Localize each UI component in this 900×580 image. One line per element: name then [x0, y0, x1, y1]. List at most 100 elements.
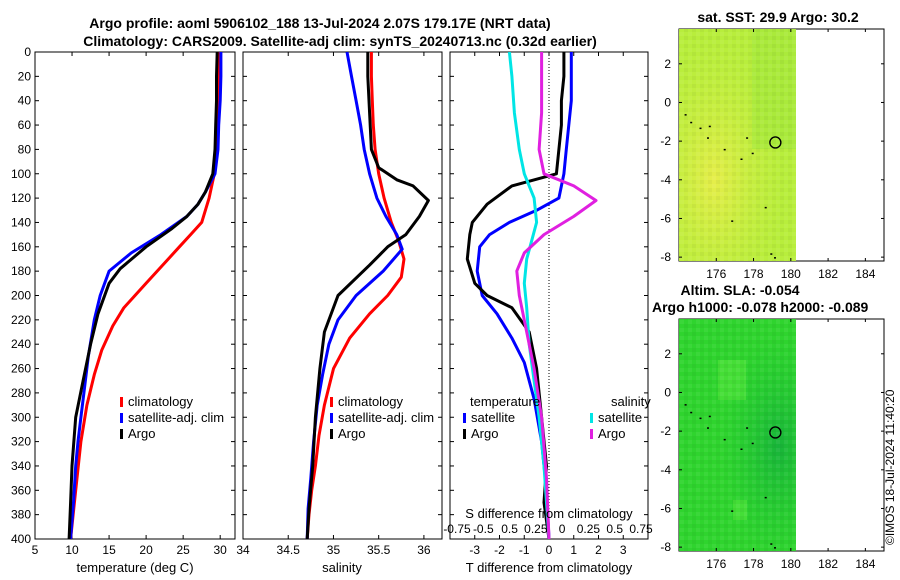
- depth-tick-label: 180: [11, 264, 31, 278]
- map-y-tick-label: -4: [660, 173, 671, 187]
- imos-timestamp: ©IMOS 18-Jul-2024 11:40:20: [883, 389, 897, 545]
- argo-location-marker: [769, 426, 782, 439]
- top-tick-label: 0.5: [501, 522, 518, 536]
- temperature-xlabel: temperature (deg C): [76, 560, 193, 575]
- difference-panel: -3 -2 -1 0 1 2 3 T difference from climatology…: [443, 51, 653, 575]
- island-mark: [740, 448, 743, 450]
- x-tick-label: 15: [102, 543, 116, 557]
- island-mark: [764, 496, 767, 499]
- depth-tick-label: 80: [18, 142, 32, 156]
- island-mark: [699, 127, 702, 130]
- map-x-tick-label: 178: [744, 267, 764, 281]
- difference-xlabel: T difference from climatology: [466, 560, 633, 575]
- depth-tick-label: 300: [11, 410, 31, 424]
- map-x-tick-label: 182: [818, 557, 838, 571]
- x-tick-label: -2: [494, 543, 505, 557]
- map-y-tick-label: -8: [660, 540, 671, 554]
- map-x-tick-label: 182: [818, 267, 838, 281]
- argo-location-marker: [769, 136, 782, 149]
- map-y-tick-label: -6: [660, 501, 671, 515]
- temperature-series: [67, 52, 223, 539]
- series-line-argo: [67, 52, 219, 539]
- island-mark: [731, 510, 734, 512]
- difference-legend: temperature salinity satellite Argo sate…: [463, 394, 651, 441]
- top-tick-label: 0.75: [629, 522, 653, 536]
- legend-marker-argo: [120, 429, 123, 439]
- depth-tick-label: 200: [11, 289, 31, 303]
- island-mark: [699, 417, 702, 420]
- x-tick-label: 3: [620, 543, 627, 557]
- x-tick-label: 10: [65, 543, 79, 557]
- island-mark: [684, 404, 687, 406]
- x-tick-label: 35: [327, 543, 341, 557]
- sla-coastline: [684, 404, 776, 549]
- x-tick-label: 2: [595, 543, 602, 557]
- depth-tick-label: 340: [11, 459, 31, 473]
- island-mark: [690, 121, 693, 124]
- x-tick-label: 5: [32, 543, 39, 557]
- island-mark: [707, 427, 709, 429]
- island-mark: [746, 137, 749, 139]
- x-tick-label: 36: [417, 543, 431, 557]
- title-line-2: Climatology: CARS2009. Satellite-adj cli…: [83, 33, 597, 49]
- series-line-climatology: [305, 52, 406, 539]
- sla-field-texture: [679, 319, 796, 551]
- map-y-tick-label: -8: [660, 250, 671, 264]
- salinity-x-ticks: 34 34.5 35 35.5 36: [236, 52, 431, 557]
- legend-marker-satellite: [330, 413, 333, 423]
- top-tick-label: -0.75: [443, 522, 471, 536]
- map-x-tick-label: 180: [781, 557, 801, 571]
- legend-label-temperature-satellite: satellite: [471, 410, 515, 425]
- island-mark: [746, 427, 749, 429]
- sst-y-ticks: 2 0 -2 -4 -6 -8: [660, 57, 884, 264]
- salinity-panel: 34 34.5 35 35.5 36 salinity climatology sate…: [236, 51, 443, 575]
- depth-tick-label: 160: [11, 240, 31, 254]
- depth-tick-label: 20: [18, 69, 32, 83]
- depth-tick-label: 0: [24, 45, 31, 59]
- x-tick-label: 34.5: [277, 543, 301, 557]
- map-y-tick-label: -6: [660, 211, 671, 225]
- sla-x-ticks: 176 178 180 182 184: [706, 319, 876, 571]
- depth-tick-label: 280: [11, 386, 31, 400]
- top-tick-label: 0.25: [524, 522, 548, 536]
- legend-header-temperature: temperature: [470, 394, 540, 409]
- x-tick-label: -3: [469, 543, 480, 557]
- x-tick-label: 30: [214, 543, 228, 557]
- legend-marker-argo: [330, 429, 333, 439]
- title-line-1: Argo profile: aoml 5906102_188 13-Jul-20…: [89, 15, 550, 31]
- sst-x-ticks: 176 178 180 182 184: [706, 29, 876, 281]
- depth-ticks: 0 20 40 60 80 100 120 140 160 180 200 220 240 260 280 3…: [11, 45, 235, 546]
- top-tick-label: -0.5: [473, 522, 494, 536]
- series-line-temperature-satellite: [475, 52, 573, 539]
- series-line-salinity-argo: [515, 52, 598, 539]
- legend-marker-satellite: [120, 413, 123, 423]
- depth-tick-label: 40: [18, 94, 32, 108]
- map-y-tick-label: 0: [664, 95, 671, 109]
- depth-tick-label: 140: [11, 215, 31, 229]
- series-line-argo: [305, 52, 430, 539]
- map-y-tick-label: 2: [664, 347, 671, 361]
- island-mark: [774, 547, 776, 549]
- map-x-tick-label: 180: [781, 267, 801, 281]
- map-y-tick-label: -2: [660, 134, 671, 148]
- depth-tick-label: 380: [11, 508, 31, 522]
- top-tick-label: 0.5: [606, 522, 623, 536]
- difference-series: [465, 52, 598, 539]
- legend-label-salinity-satellite: satellite: [598, 410, 642, 425]
- legend-label-salinity-argo: Argo: [598, 426, 625, 441]
- sla-map: Altim. SLA: -0.054 Argo h1000: -0.078 h2…: [652, 282, 885, 571]
- map-x-tick-label: 176: [706, 557, 726, 571]
- sst-map: sat. SST: 29.9 Argo: 30.2 176 178 180 182 18…: [660, 9, 885, 281]
- difference-y-ticks: [450, 51, 648, 540]
- depth-tick-label: 120: [11, 191, 31, 205]
- island-mark: [770, 253, 773, 255]
- legend-marker-temperature-argo: [463, 429, 466, 439]
- island-mark: [708, 125, 711, 128]
- map-y-tick-label: -2: [660, 424, 671, 438]
- map-x-tick-label: 184: [855, 557, 875, 571]
- island-mark: [764, 206, 767, 209]
- depth-tick-label: 260: [11, 362, 31, 376]
- legend-label-climatology: climatology: [338, 394, 404, 409]
- sla-map-subtitle: Argo h1000: -0.078 h2000: -0.089: [652, 299, 869, 315]
